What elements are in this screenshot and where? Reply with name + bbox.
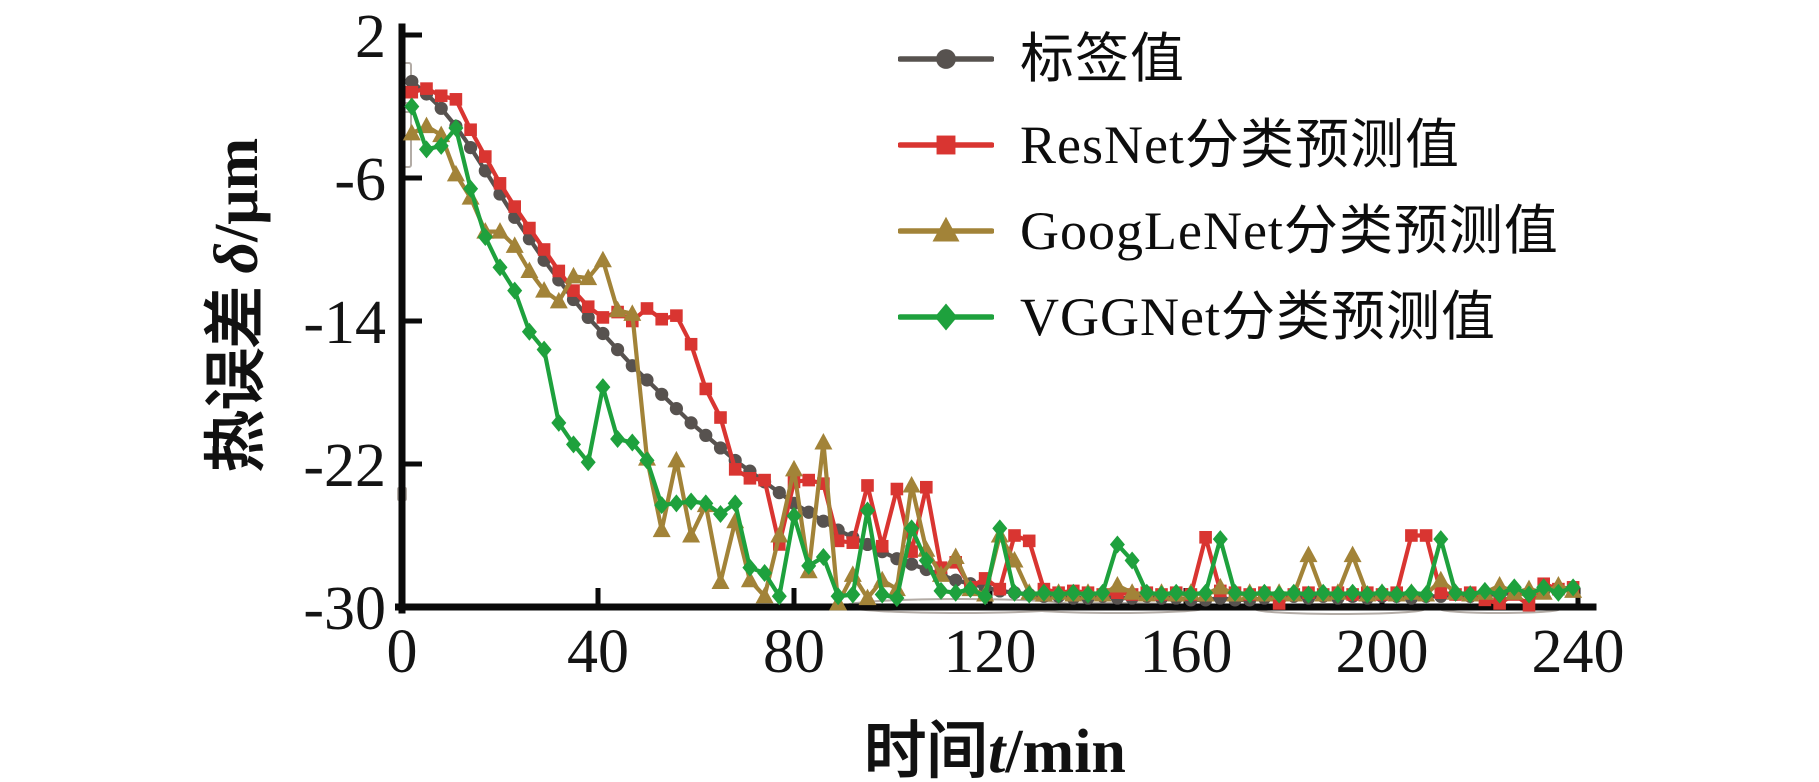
- x-tick-label: 200: [1336, 618, 1429, 686]
- y-tick-label: -22: [303, 432, 386, 500]
- legend-item-vggnet-text: VGGNet分类预测值: [1020, 287, 1496, 347]
- label-series-marker-icon: [898, 49, 994, 69]
- legend: 标签值 ResNet分类预测值 GoogLeNet分类预测值 VGGNet分类预…: [898, 16, 1559, 360]
- y-tick-label: -14: [303, 289, 386, 357]
- x-axis-title: 时间t/min: [745, 700, 1245, 782]
- x-axis-title-text: 时间: [864, 718, 989, 782]
- vggnet-series-marker-icon: [898, 303, 994, 331]
- legend-item-vggnet: VGGNet分类预测值: [898, 274, 1559, 360]
- legend-item-googlenet: GoogLeNet分类预测值: [898, 188, 1559, 274]
- y-axis-variable: δ: [203, 241, 271, 274]
- x-tick-label: 240: [1532, 618, 1625, 686]
- series-vggnet: [404, 97, 1581, 608]
- x-tick-label: 40: [567, 618, 629, 686]
- legend-item-label-text: 标签值: [1020, 29, 1185, 89]
- y-tick-label: -30: [303, 575, 386, 643]
- series-vggnet-markers: [404, 97, 1581, 608]
- y-axis-title: 热误差 δ/μm: [185, 138, 275, 472]
- legend-item-resnet: ResNet分类预测值: [898, 102, 1559, 188]
- y-tick-label: -6: [334, 146, 386, 214]
- x-axis-variable: t: [988, 718, 1006, 782]
- legend-item-googlenet-text: GoogLeNet分类预测值: [1020, 201, 1559, 261]
- resnet-series-marker-icon: [898, 135, 994, 155]
- legend-item-label: 标签值: [898, 16, 1559, 102]
- x-tick-label: 80: [763, 618, 825, 686]
- x-axis-unit: /min: [1005, 718, 1126, 782]
- y-axis-unit: /μm: [203, 137, 271, 242]
- legend-item-resnet-text: ResNet分类预测值: [1020, 115, 1460, 175]
- x-tick-label: 120: [944, 618, 1037, 686]
- y-axis-title-text: 热误差: [203, 286, 271, 473]
- googlenet-series-marker-icon: [898, 216, 994, 242]
- x-tick-label: 160: [1140, 618, 1233, 686]
- y-tick-label: 2: [355, 3, 386, 71]
- x-tick-label: 0: [387, 618, 418, 686]
